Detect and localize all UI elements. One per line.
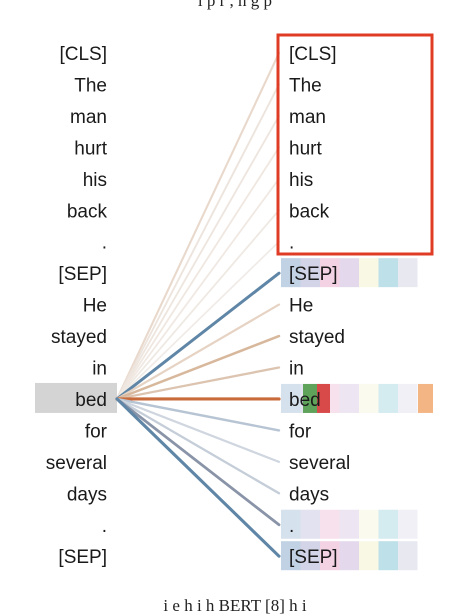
left-token[interactable]: The (74, 75, 107, 96)
right-token[interactable]: [SEP] (289, 547, 338, 568)
heatmap-cell (281, 383, 301, 413)
left-token[interactable]: [SEP] (58, 264, 107, 285)
attention-line (116, 83, 280, 400)
right-token[interactable]: . (289, 233, 294, 254)
heatmap-cell (339, 258, 359, 288)
attention-line (115, 397, 281, 527)
right-token[interactable]: several (289, 453, 350, 474)
left-token[interactable]: He (83, 296, 107, 317)
left-token[interactable]: days (67, 484, 107, 505)
left-token[interactable]: [SEP] (58, 547, 107, 568)
selected-token-highlight (35, 382, 117, 413)
heatmap-cell (359, 509, 379, 539)
left-token[interactable]: for (85, 421, 108, 442)
right-token[interactable]: [CLS] (289, 44, 337, 65)
heatmap-cell (320, 541, 340, 571)
heatmap-cell (317, 383, 330, 413)
heatmap-cell (339, 541, 359, 571)
heatmap-cell (378, 258, 398, 288)
right-token[interactable]: in (289, 359, 304, 380)
right-token-column: [CLS] The man hurt his back. [SEP] He stayed in be… (289, 44, 350, 568)
heatmap-cell (398, 509, 418, 539)
left-token[interactable]: back (67, 201, 108, 222)
attention-line (115, 334, 281, 401)
heatmap-cell (398, 383, 418, 413)
attention-line (115, 366, 281, 401)
right-token[interactable]: stayed (289, 327, 345, 348)
right-token[interactable]: hurt (289, 138, 322, 159)
attention-line (115, 303, 281, 401)
caption-bottom: i e h i h BERT [8] h i (163, 596, 307, 615)
left-token[interactable]: [CLS] (59, 44, 107, 65)
heatmap-cell (418, 383, 433, 413)
heatmap-cell (303, 383, 317, 413)
heatmap-cell (398, 541, 418, 571)
attention-line (115, 271, 281, 401)
right-token[interactable]: his (289, 170, 313, 191)
heatmap-cell (300, 258, 320, 288)
heatmap-cell (281, 541, 301, 571)
attention-heatmap (281, 258, 433, 571)
heatmap-cell (359, 383, 379, 413)
attention-line (115, 397, 281, 463)
attention-line (116, 115, 280, 400)
attention-lines (115, 51, 281, 558)
attention-line (115, 397, 281, 558)
sentence-a-highlight-box (276, 33, 434, 256)
left-token[interactable]: . (102, 516, 107, 537)
caption-top: i p r , h g p (197, 0, 273, 10)
heatmap-cell (378, 541, 398, 571)
heatmap-cell (359, 258, 379, 288)
left-token[interactable]: stayed (51, 327, 107, 348)
heatmap-cell (398, 258, 418, 288)
right-token[interactable]: He (289, 296, 313, 317)
left-token[interactable]: hurt (74, 138, 107, 159)
right-token[interactable]: The (289, 75, 322, 96)
heatmap-cell (339, 509, 359, 539)
left-token[interactable]: his (83, 170, 107, 191)
right-token[interactable]: man (289, 107, 326, 128)
attention-line (115, 397, 281, 432)
attention-line (116, 146, 280, 400)
heatmap-cell (281, 258, 301, 288)
heatmap-cell (378, 509, 398, 539)
right-token[interactable]: . (289, 516, 294, 537)
heatmap-cell (359, 541, 379, 571)
heatmap-cell (320, 509, 340, 539)
attention-line (115, 397, 281, 495)
left-token[interactable]: in (92, 359, 107, 380)
heatmap-cell (320, 258, 340, 288)
left-token[interactable]: man (70, 107, 107, 128)
right-token[interactable]: bed (289, 390, 321, 411)
heatmap-cell (281, 509, 301, 539)
attention-line (116, 240, 280, 400)
left-token-column: [CLS] The man hurt his back. [SEP] He stayed in be… (46, 44, 108, 568)
attention-line (116, 209, 280, 400)
right-token[interactable]: for (289, 421, 312, 442)
heatmap-cell (339, 383, 359, 413)
right-token[interactable]: [SEP] (289, 264, 338, 285)
heatmap-cell (378, 383, 398, 413)
heatmap-cell (300, 509, 320, 539)
left-token[interactable]: . (102, 233, 107, 254)
attention-line (115, 51, 281, 401)
attention-line (116, 177, 280, 400)
left-token[interactable]: bed (75, 390, 107, 411)
right-token[interactable]: back (289, 201, 330, 222)
right-token[interactable]: days (289, 484, 329, 505)
left-token[interactable]: several (46, 453, 107, 474)
heatmap-cell (300, 541, 320, 571)
